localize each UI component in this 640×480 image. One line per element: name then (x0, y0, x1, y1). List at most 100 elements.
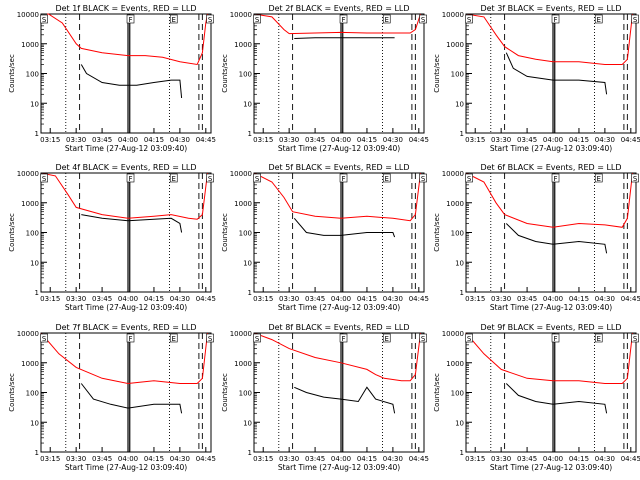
lld-series-line (253, 172, 421, 222)
panel-marker-box (253, 333, 261, 343)
x-axis-label: Start Time (27-Aug-12 03:09:40) (490, 144, 612, 153)
plot-frame (465, 332, 637, 453)
panel-marker-label: S (42, 16, 47, 24)
panel-marker-label: E (597, 335, 601, 343)
x-tick-label: 03:45 (517, 295, 537, 303)
chart-panel: Det 3f BLACK = Events, RED = LLD 1 10 100 10… (433, 4, 640, 153)
y-tick-label: 100 (451, 71, 464, 79)
y-tick-label: 100 (26, 390, 39, 398)
y-tick-label: 1000 (21, 360, 39, 368)
x-tick-label: 04:00 (543, 295, 563, 303)
panel-marker-box (253, 173, 261, 183)
panel-marker-box (126, 333, 135, 343)
panel-marker-box (631, 173, 639, 183)
panel-marker-label: S (42, 335, 47, 343)
x-tick-label: 03:15 (465, 136, 485, 144)
panel-marker-label: E (597, 175, 601, 183)
chart-panel: Det 5f BLACK = Events, RED = LLD 1 10 100 10… (221, 163, 429, 312)
x-tick-label: 04:00 (118, 295, 138, 303)
y-axis-label: Counts/sec (8, 373, 16, 412)
events-series-line (505, 383, 608, 414)
x-tick-label: 04:15 (357, 136, 377, 144)
y-tick-label: 10 (30, 419, 39, 427)
panel-marker-box (169, 333, 178, 343)
x-tick-label: 04:30 (595, 295, 615, 303)
panel-marker-box (419, 14, 427, 24)
panel-marker-box (206, 173, 214, 183)
y-tick-label: 10 (243, 100, 252, 108)
x-tick-label: 03:30 (66, 455, 86, 463)
y-tick-label: 100 (239, 230, 252, 238)
x-tick-label: 03:45 (92, 136, 112, 144)
panel-marker-label: S (467, 175, 472, 183)
x-tick-label: 04:45 (621, 136, 640, 144)
y-tick-label: 10000 (230, 11, 252, 19)
y-tick-label: 10000 (230, 170, 252, 178)
y-tick-label: 100 (451, 390, 464, 398)
panel-marker-label: S (633, 335, 638, 343)
panel-marker-label: F (342, 335, 346, 343)
x-axis-label: Start Time (27-Aug-12 03:09:40) (278, 144, 400, 153)
panel-marker-box (594, 173, 603, 183)
chart-title: Det 2f BLACK = Events, RED = LLD (268, 4, 409, 13)
x-axis-label: Start Time (27-Aug-12 03:09:40) (65, 463, 187, 472)
y-tick-label: 10000 (442, 330, 464, 338)
x-tick-label: 03:30 (279, 295, 299, 303)
y-tick-label: 1 (35, 449, 39, 457)
chart-panel: Det 1f BLACK = Events, RED = LLD 1 10 100 10… (8, 4, 216, 153)
panel-marker-label: E (385, 175, 389, 183)
panel-marker-label: S (255, 335, 260, 343)
panel-marker-label: S (633, 16, 638, 24)
x-tick-label: 03:30 (491, 136, 511, 144)
plot-frame (253, 13, 425, 134)
x-tick-label: 04:45 (621, 455, 640, 463)
panel-marker-label: S (208, 175, 213, 183)
panel-marker-box (465, 173, 473, 183)
panel-marker-label: F (129, 335, 133, 343)
x-axis-label: Start Time (27-Aug-12 03:09:40) (65, 144, 187, 153)
plot-frame (465, 13, 637, 134)
y-tick-label: 1 (248, 289, 252, 297)
y-tick-label: 1 (248, 449, 252, 457)
lld-series-line (465, 13, 633, 65)
plot-frame (40, 13, 212, 134)
panel-marker-label: S (467, 16, 472, 24)
plot-frame (465, 172, 637, 293)
events-series-line (81, 214, 183, 233)
x-tick-label: 04:45 (409, 295, 429, 303)
panel-marker-label: E (172, 335, 176, 343)
panel-marker-box (206, 333, 214, 343)
lld-series-line (40, 332, 208, 385)
y-tick-label: 1 (35, 289, 39, 297)
panel-marker-label: S (467, 335, 472, 343)
panel-marker-label: F (554, 16, 558, 24)
panel-marker-label: F (554, 175, 558, 183)
panel-marker-label: S (633, 175, 638, 183)
x-tick-label: 04:45 (409, 136, 429, 144)
events-series-line (80, 383, 183, 414)
x-tick-label: 04:15 (357, 295, 377, 303)
panel-marker-label: S (42, 175, 47, 183)
y-axis-label: Counts/sec (8, 54, 16, 93)
lld-series-line (253, 13, 421, 35)
y-tick-label: 1000 (21, 200, 39, 208)
chart-panel: Det 8f BLACK = Events, RED = LLD 1 10 100 10… (221, 323, 429, 472)
y-axis-label: Counts/sec (8, 213, 16, 252)
chart-title: Det 8f BLACK = Events, RED = LLD (268, 323, 409, 332)
x-axis-label: Start Time (27-Aug-12 03:09:40) (490, 303, 612, 312)
y-axis-label: Counts/sec (221, 54, 229, 93)
x-tick-label: 04:30 (170, 455, 190, 463)
panel-marker-box (631, 14, 639, 24)
x-tick-label: 04:00 (118, 455, 138, 463)
x-tick-label: 04:30 (383, 136, 403, 144)
chart-panel: Det 6f BLACK = Events, RED = LLD 1 10 100 10… (433, 163, 640, 312)
panel-marker-label: S (421, 335, 426, 343)
x-tick-label: 03:15 (465, 295, 485, 303)
y-tick-label: 1000 (234, 41, 252, 49)
panel-marker-box (465, 14, 473, 24)
panel-marker-label: E (172, 16, 176, 24)
panel-marker-box (465, 333, 473, 343)
panel-marker-box (419, 333, 427, 343)
x-tick-label: 03:30 (279, 136, 299, 144)
y-axis-label: Counts/sec (221, 213, 229, 252)
